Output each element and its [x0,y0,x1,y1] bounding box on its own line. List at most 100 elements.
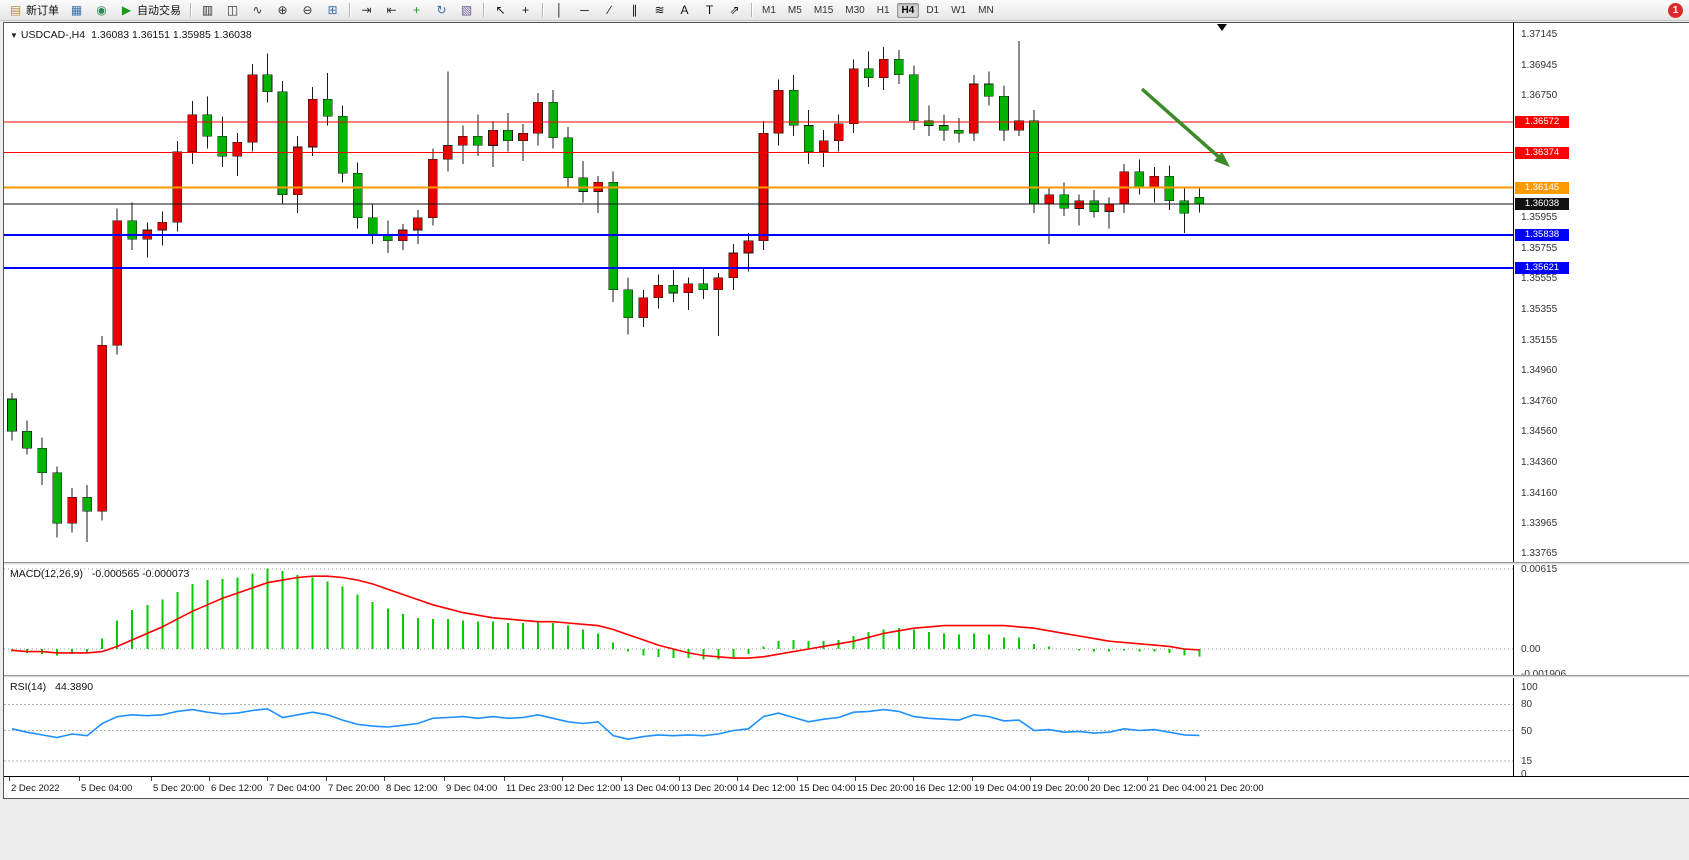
rsi-panel[interactable] [4,678,1513,776]
refresh-button[interactable]: ↻ [430,0,453,20]
templates-button[interactable]: ▧ [455,0,478,20]
candle [833,114,844,152]
cursor-icon: ↖ [495,3,506,17]
tile-windows-button[interactable]: ⊞ [321,0,344,20]
chart-shift-button[interactable]: ⇤ [380,0,403,20]
time-tick [737,777,738,781]
candle [593,176,604,214]
candle [382,220,393,253]
time-axis-label: 19 Dec 04:00 [974,783,1031,794]
panel-separator[interactable] [4,675,1689,678]
line-chart-button[interactable]: ∿ [246,0,269,20]
label-button[interactable]: T [698,0,721,20]
rsi-header: RSI(14) 44.3890 [10,681,93,693]
shift-marker-icon[interactable] [1217,24,1227,31]
data-window-button[interactable]: ◉ [90,0,113,20]
toolbar-items: ▤ 新订单 ▦ ◉ ▶ 自动交易 ▥ ◫ ∿ ⊕ ⊖ ⊞ ⇥ ⇤ + ↻ ▧ ↖ + │ ─ ∕ ∥ ≋ A T ⇗ M1 M5 M15 M… [3,0,1000,20]
time-axis-label: 14 Dec 12:00 [739,783,796,794]
macd-axis-label: -0.001906 [1521,669,1566,680]
chevron-down-icon[interactable]: ▼ [10,31,18,40]
price-axis-label: 1.35155 [1521,334,1558,346]
autotrading-button-label: 自动交易 [137,5,181,17]
time-tick [384,777,385,781]
price-axis-label: 1.33965 [1521,517,1558,529]
autotrading-button[interactable]: ▶ 自动交易 [115,0,185,20]
tile-windows-icon: ⊞ [327,3,338,17]
macd-panel[interactable] [4,565,1513,675]
panel-separator[interactable] [4,562,1689,565]
candle [127,202,137,250]
market-watch-button[interactable]: ▦ [65,0,88,20]
candle [247,64,258,152]
time-tick [79,777,80,781]
horizontal-line-button[interactable]: ─ [573,0,596,20]
price-axis-label: 1.34960 [1521,364,1558,376]
chart-ohlc-values: 1.36083 1.36151 1.35985 1.36038 [91,29,252,41]
time-axis[interactable]: 2 Dec 2022 5 Dec 04:00 5 Dec 20:00 6 Dec 12… [4,776,1689,798]
zoom-out-button[interactable]: ⊖ [296,0,319,20]
timeframe-d1-button[interactable]: D1 [926,4,940,16]
time-axis-label: 7 Dec 20:00 [328,783,380,794]
candle [653,274,664,309]
main-chart[interactable] [4,25,1513,562]
candle [638,289,649,327]
auto-scroll-button[interactable]: ⇥ [355,0,378,20]
time-tick [326,777,327,781]
time-tick [1088,777,1089,781]
toolbar-separator [751,3,752,17]
candle [397,223,408,250]
zoom-in-icon: ⊕ [277,3,288,17]
text-button[interactable]: A [673,0,696,20]
market-watch-icon: ▦ [70,3,83,17]
time-tick [444,777,445,781]
chart-window[interactable]: ▼ USDCAD-,H4 1.36083 1.36151 1.35985 1.360… [3,22,1689,799]
price-axis-label: 1.35955 [1521,211,1558,223]
candle [352,162,363,229]
new-order-icon: ▤ [9,3,22,17]
candle [367,203,378,244]
rsi-value: 44.3890 [55,681,94,693]
candle [1074,194,1084,226]
candle [878,47,889,91]
timeframe-w1-button[interactable]: W1 [951,4,967,16]
timeframe-m30-button[interactable]: M30 [845,4,865,16]
new-order-button[interactable]: ▤ 新订单 [4,0,63,20]
candle [698,266,709,300]
time-axis-label: 13 Dec 20:00 [681,783,738,794]
timeframe-m5-button[interactable]: M5 [787,4,802,16]
new-chart-button[interactable]: + [405,0,428,20]
timeframe-m1-button[interactable]: M1 [762,4,776,16]
bar-chart-button[interactable]: ▥ [196,0,219,20]
price-axis-label: 1.35755 [1521,242,1558,254]
candle [67,488,77,533]
channel-button[interactable]: ∥ [623,0,646,20]
candle [1014,41,1024,137]
candlestick-chart-button[interactable]: ◫ [221,0,244,20]
candle [803,110,814,164]
timeframe-h4-button[interactable]: H4 [896,2,920,18]
candle [458,125,468,164]
trend-arrow[interactable] [1140,87,1224,162]
price-line-tag: 1.36145 [1515,181,1569,194]
price-axis[interactable]: 1.36572 1.36374 1.36145 1.35838 1.35621 1.360… [1513,23,1688,780]
candle [7,392,17,441]
fibonacci-button[interactable]: ≋ [648,0,671,20]
zoom-in-button[interactable]: ⊕ [271,0,294,20]
time-tick [504,777,505,781]
candle [788,74,799,137]
timeframe-m15-button[interactable]: M15 [813,4,834,16]
notification-badge[interactable]: 1 [1668,3,1683,18]
zoom-out-icon: ⊖ [302,3,313,17]
candle [1179,186,1190,233]
time-tick [1147,777,1148,781]
cursor-button[interactable]: ↖ [489,0,512,20]
timeframe-h1-button[interactable]: H1 [876,4,890,16]
timeframe-mn-button[interactable]: MN [978,4,994,16]
time-axis-label: 15 Dec 04:00 [799,783,856,794]
arrows-button[interactable]: ⇗ [723,0,746,20]
crosshair-button[interactable]: + [514,0,537,20]
chart-shift-icon: ⇤ [386,3,397,17]
trendline-button[interactable]: ∕ [598,0,621,20]
vertical-line-button[interactable]: │ [548,0,571,20]
time-tick [679,777,680,781]
